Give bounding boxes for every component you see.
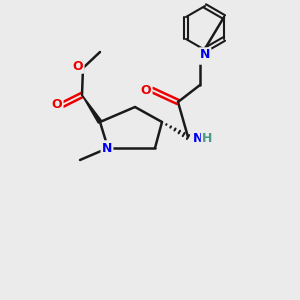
Text: H: H	[202, 133, 212, 146]
Text: O: O	[52, 98, 62, 112]
Polygon shape	[82, 95, 102, 123]
Text: N: N	[193, 133, 203, 146]
Text: N: N	[200, 49, 210, 62]
Text: O: O	[141, 83, 151, 97]
Text: O: O	[73, 59, 83, 73]
Text: N: N	[102, 142, 112, 154]
Text: O: O	[200, 50, 210, 64]
